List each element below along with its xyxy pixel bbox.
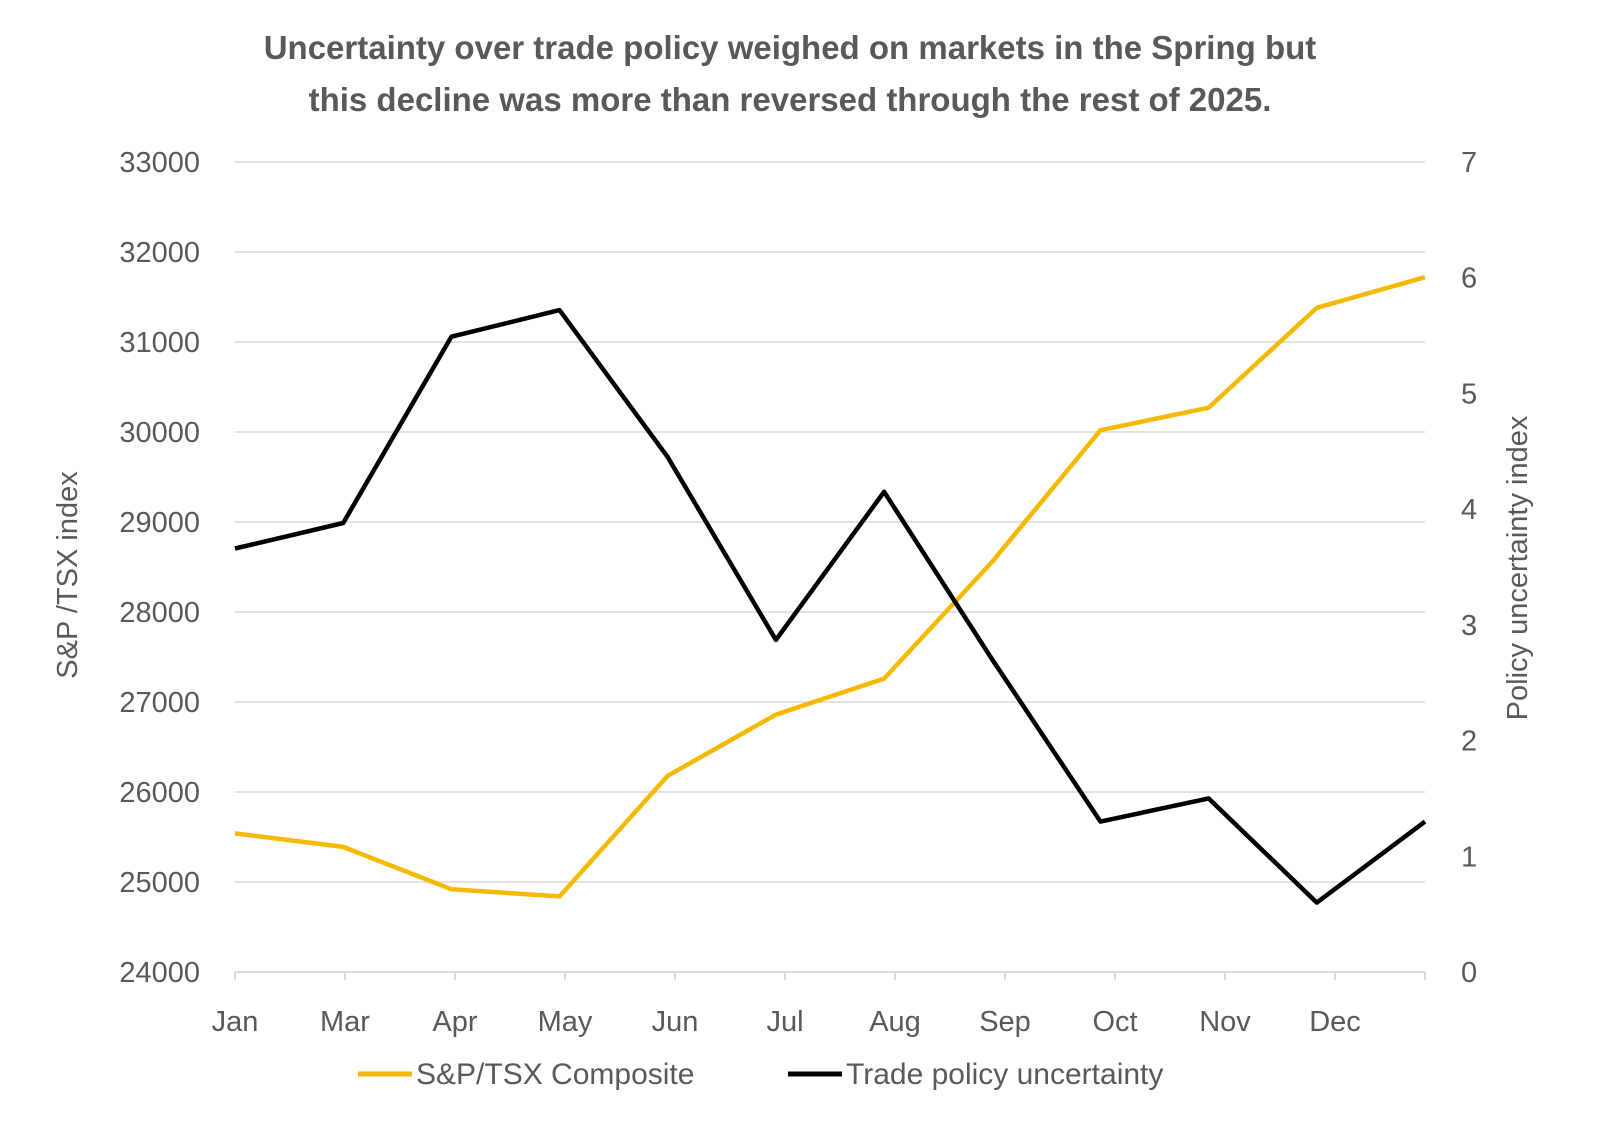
x-tick-label: Jun	[652, 1006, 699, 1038]
right-tick-label: 5	[1461, 378, 1477, 410]
x-tick-label: Aug	[869, 1006, 921, 1038]
left-tick-label: 26000	[119, 777, 200, 809]
left-axis-label: S&P /TSX index	[52, 471, 84, 679]
chart-title-line-2: this decline was more than reversed thro…	[309, 81, 1272, 118]
x-tick-label: Jan	[212, 1006, 259, 1038]
x-axis: Jan Mar Apr May Jun Jul Aug Sep Oct Nov Dec	[212, 971, 1426, 1038]
left-tick-label: 31000	[119, 327, 200, 359]
x-tick-label: Apr	[432, 1006, 477, 1038]
legend: S&P/TSX Composite Trade policy uncertain…	[358, 1058, 1163, 1091]
gridlines	[235, 161, 1425, 883]
right-axis-ticks: 0 1 2 3 4 5 6 7	[1461, 147, 1477, 989]
legend-label-uncertainty: Trade policy uncertainty	[846, 1058, 1163, 1091]
right-tick-label: 1	[1461, 841, 1477, 873]
x-tick-label: Nov	[1199, 1006, 1251, 1038]
left-tick-label: 24000	[119, 957, 200, 989]
x-tick-label: Oct	[1092, 1006, 1137, 1038]
x-tick-label: Jul	[766, 1006, 803, 1038]
tsx-composite-line	[234, 275, 1426, 899]
series-lines	[234, 275, 1427, 905]
right-tick-label: 6	[1461, 263, 1477, 295]
right-tick-label: 2	[1461, 726, 1477, 758]
x-tick-label: Mar	[320, 1006, 370, 1038]
right-tick-label: 0	[1461, 957, 1477, 989]
x-tick-label: May	[538, 1006, 593, 1038]
chart-title-line-1: Uncertainty over trade policy weighed on…	[264, 29, 1317, 66]
left-tick-label: 32000	[119, 237, 200, 269]
left-axis-ticks: 24000 25000 26000 27000 28000 29000 30000 31000…	[119, 147, 200, 989]
left-tick-label: 25000	[119, 867, 200, 899]
right-tick-label: 3	[1461, 610, 1477, 642]
left-tick-label: 33000	[119, 147, 200, 179]
trade-policy-uncertainty-line	[234, 307, 1427, 905]
right-axis-label: Policy uncertainty index	[1502, 415, 1534, 720]
right-tick-label: 4	[1461, 494, 1477, 526]
x-tick-label: Sep	[979, 1006, 1031, 1038]
left-tick-label: 29000	[119, 507, 200, 539]
left-tick-label: 28000	[119, 597, 200, 629]
legend-label-tsx: S&P/TSX Composite	[416, 1058, 694, 1091]
left-tick-label: 27000	[119, 687, 200, 719]
x-tick-label: Dec	[1309, 1006, 1361, 1038]
left-tick-label: 30000	[119, 417, 200, 449]
right-tick-label: 7	[1461, 147, 1477, 179]
